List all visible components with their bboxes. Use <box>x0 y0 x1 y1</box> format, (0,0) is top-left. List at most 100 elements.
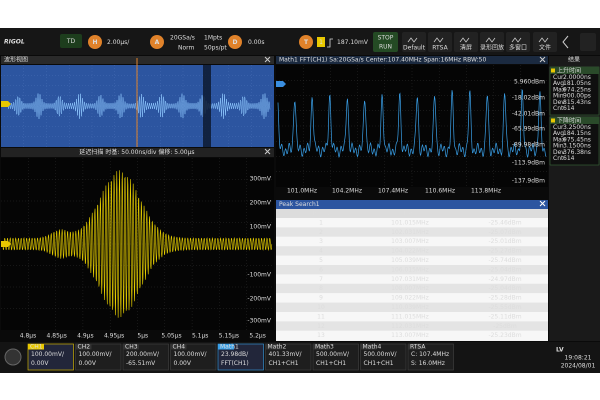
table-cell: 109.022MHz <box>391 295 429 302</box>
channel-offset: FFT(CH1) <box>221 360 249 367</box>
zoom-window <box>203 65 211 147</box>
zoom-plot <box>1 158 274 330</box>
table-cell: 108.007MHz <box>391 285 429 292</box>
panel-title: Peak Search1 <box>279 201 320 208</box>
channel-scale: C: 107.4MHz <box>411 351 449 358</box>
toolbar-button: 文件 <box>539 44 551 52</box>
measure-value: 614 <box>563 155 575 162</box>
channel-name: CH4 <box>173 344 186 351</box>
channel-scale: 100.00mV/ <box>79 351 113 358</box>
y-axis-label: 100mV <box>250 224 272 231</box>
channel-scale: 23.98dB/ <box>221 351 249 358</box>
x-axis-label: 5.15µs <box>219 333 239 340</box>
channel-scale: 100.00mV/ <box>31 351 65 358</box>
channel-name: Math1 <box>220 344 239 351</box>
x-axis-label: 4.9µs <box>77 333 94 340</box>
sample-rate: 20GSa/s <box>170 35 195 42</box>
key-label: D <box>233 39 238 46</box>
table-cell: 103.007MHz <box>391 238 429 245</box>
channel-scale: 100.00mV/ <box>174 351 208 358</box>
channel-offset: CH1+CH1 <box>364 360 394 367</box>
column-header: Ampl <box>497 210 513 217</box>
x-axis-label: 5.2µs <box>249 333 266 340</box>
horizontal-scale: 2.00µs/ <box>107 39 130 46</box>
channel-name: Math2 <box>268 344 287 351</box>
ch-tag <box>551 119 555 123</box>
acquire-mode: Norm <box>178 45 195 52</box>
channel-name: CH3 <box>125 344 138 351</box>
table-cell: -25.46dBm <box>488 219 521 226</box>
x-axis-label: 5.05µs <box>161 333 181 340</box>
channel-name: Math3 <box>315 344 334 351</box>
column-header: Index <box>313 210 330 217</box>
stop-label: STOP <box>378 35 394 42</box>
y-axis-label: -113.9dBm <box>512 160 545 167</box>
channel-name: RTSA <box>410 344 426 351</box>
table-cell: 105.039MHz <box>391 257 429 264</box>
y-axis-label: -65.99dBm <box>512 126 545 133</box>
table-cell: 12 <box>317 323 325 330</box>
y-axis-label: -42.01dBm <box>512 111 545 118</box>
table-cell: 10 <box>317 304 325 311</box>
trigger-level: 187.10mV <box>337 39 369 46</box>
toolbar-button: Default <box>403 45 426 52</box>
x-axis-label: 4.8µs <box>20 333 37 340</box>
delay-value: 0.00s <box>248 39 265 46</box>
table-cell: 111.015MHz <box>391 313 429 320</box>
table-cell: 1 <box>319 219 323 226</box>
table-cell: 106.015MHz <box>391 266 429 273</box>
channel-scale: 500.00mV/ <box>364 351 398 358</box>
key-label: H <box>92 39 97 46</box>
table-cell: -25.74dBm <box>488 257 521 264</box>
table-cell: 113.007MHz <box>391 332 429 339</box>
table-cell: 11 <box>317 313 325 320</box>
status-date: 2024/08/01 <box>561 363 596 370</box>
table-cell: -25.55dBm <box>488 304 521 311</box>
table-cell: -25.27dBm <box>488 248 521 255</box>
toolbar-button: 多窗口 <box>509 44 527 52</box>
table-cell: -25.04dBm <box>488 285 521 292</box>
home-button[interactable] <box>5 349 21 365</box>
table-cell: -24.97dBm <box>488 276 521 283</box>
x-axis-label: 107.4MHz <box>378 188 408 195</box>
toolbar-button: 清屏 <box>460 44 472 52</box>
channel-name: CH1 <box>30 344 43 351</box>
memory-depth: 1Mpts <box>204 35 222 42</box>
table-cell: -25dBm <box>493 323 517 330</box>
channel-offset: S: 16.0MHz <box>411 360 445 367</box>
column-header: Freq <box>404 210 417 217</box>
y-axis-label: 300mV <box>250 176 272 183</box>
table-cell: -25.28dBm <box>488 295 521 302</box>
resolution: 50ps/pt <box>204 45 227 52</box>
x-axis-label: 113.8MHz <box>471 188 501 195</box>
x-axis-label: 5µs <box>137 333 148 340</box>
y-axis-label: -100mV <box>247 272 271 279</box>
channel-scale: 500.00mV/ <box>316 351 350 358</box>
x-axis-label: 101.0MHz <box>287 188 317 195</box>
table-cell: -25.01dBm <box>488 238 521 245</box>
y-axis-label: 200mV <box>250 200 272 207</box>
ch-tag <box>551 69 555 73</box>
table-cell: 107.031MHz <box>391 276 429 283</box>
table-cell: 7 <box>319 276 323 283</box>
run-label: RUN <box>379 44 392 51</box>
x-axis-label: 4.95µs <box>104 333 124 340</box>
toolbar-button: 录形回放 <box>480 44 504 52</box>
nav-box <box>580 33 596 51</box>
measure-value: 614 <box>563 105 575 112</box>
channel-offset: 0.00V <box>31 360 49 367</box>
table-cell: 102.031MHz <box>391 229 429 236</box>
mode-label: TD <box>66 38 76 45</box>
table-cell: -25.04dBm <box>488 266 521 273</box>
y-axis-label: -137.9dBm <box>512 178 545 185</box>
panel-title: Math1 FFT(CH1) Sa:20GSa/s Center:107.40M… <box>279 57 486 64</box>
table-cell: 3 <box>319 238 323 245</box>
y-axis-label: -200mV <box>247 296 271 303</box>
y-axis-label: 5.960dBm <box>514 79 545 86</box>
y-axis-label: -18.02dBm <box>512 95 545 102</box>
y-axis-label: -300mV <box>247 318 271 325</box>
x-axis-label: 4.85µs <box>47 333 67 340</box>
sidebar-title: 结果 <box>568 56 580 64</box>
channel-scale: 200.00mV/ <box>126 351 160 358</box>
